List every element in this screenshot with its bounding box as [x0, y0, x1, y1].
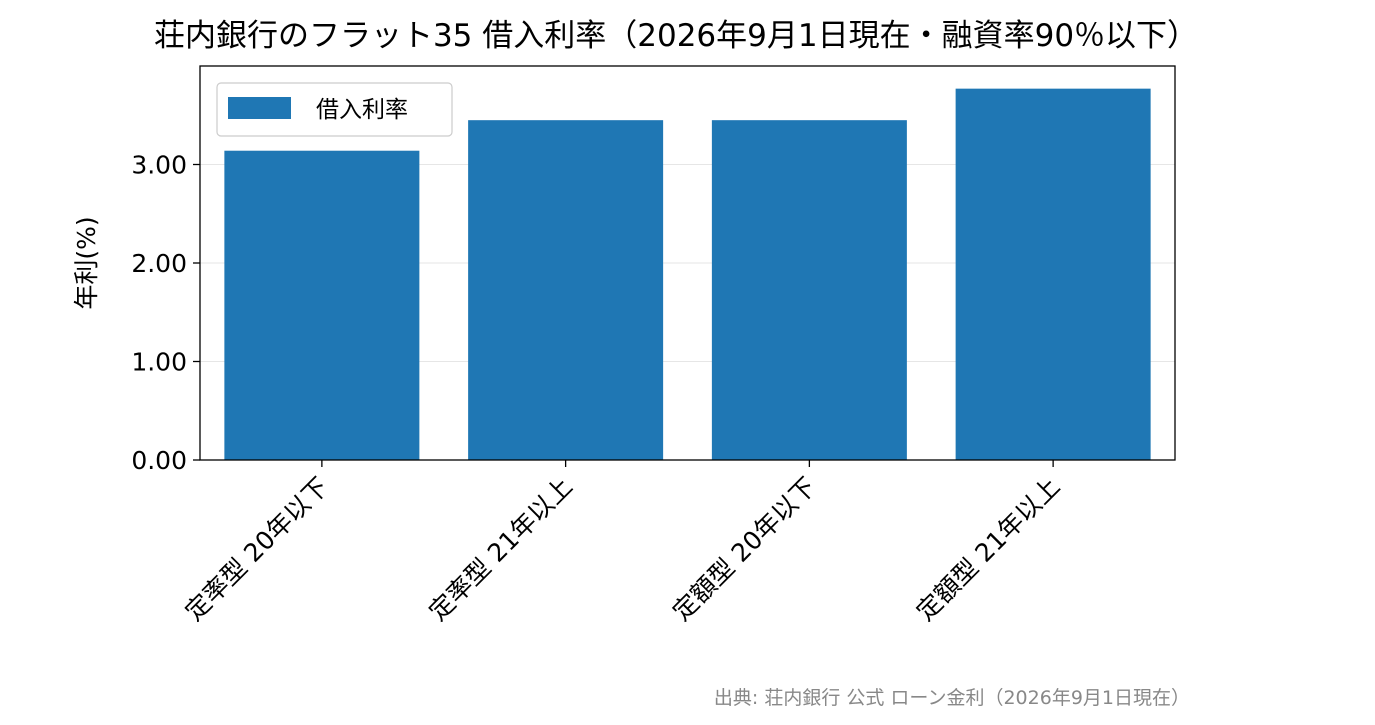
y-tick-label: 0.00: [131, 446, 187, 475]
bar: [468, 120, 664, 461]
legend-label: 借入利率: [316, 97, 408, 123]
x-axis: 定率型 20年以下 定率型 21年以上 定額型 20年以下 定額型 21年以上: [179, 460, 1065, 626]
y-tick-label: 1.00: [131, 348, 187, 377]
source-note: 出典: 荘内銀行 公式 ローン金利（2026年9月1日現在）: [714, 687, 1190, 709]
bar: [711, 120, 907, 461]
x-tick-label: 定額型 20年以下: [667, 472, 822, 627]
y-tick-label: 2.00: [131, 249, 187, 278]
x-tick-label: 定率型 20年以下: [179, 472, 334, 627]
y-axis-label: 年利(%): [72, 216, 101, 309]
legend-box: [216, 82, 453, 137]
chart-title: 荘内銀行のフラット35 借入利率（2026年9月1日現在・融資率90％以下）: [154, 18, 1198, 54]
x-tick-label: 定額型 21年以上: [911, 472, 1066, 627]
y-tick-label: 3.00: [131, 151, 187, 180]
legend-swatch: [228, 97, 291, 119]
legend: 借入利率: [216, 82, 453, 137]
bars-layer: [224, 88, 1151, 461]
x-tick-label: 定率型 21年以上: [423, 472, 578, 627]
y-axis: 0.00 1.00 2.00 3.00: [131, 151, 200, 475]
bar: [955, 88, 1151, 460]
bar: [224, 150, 420, 460]
